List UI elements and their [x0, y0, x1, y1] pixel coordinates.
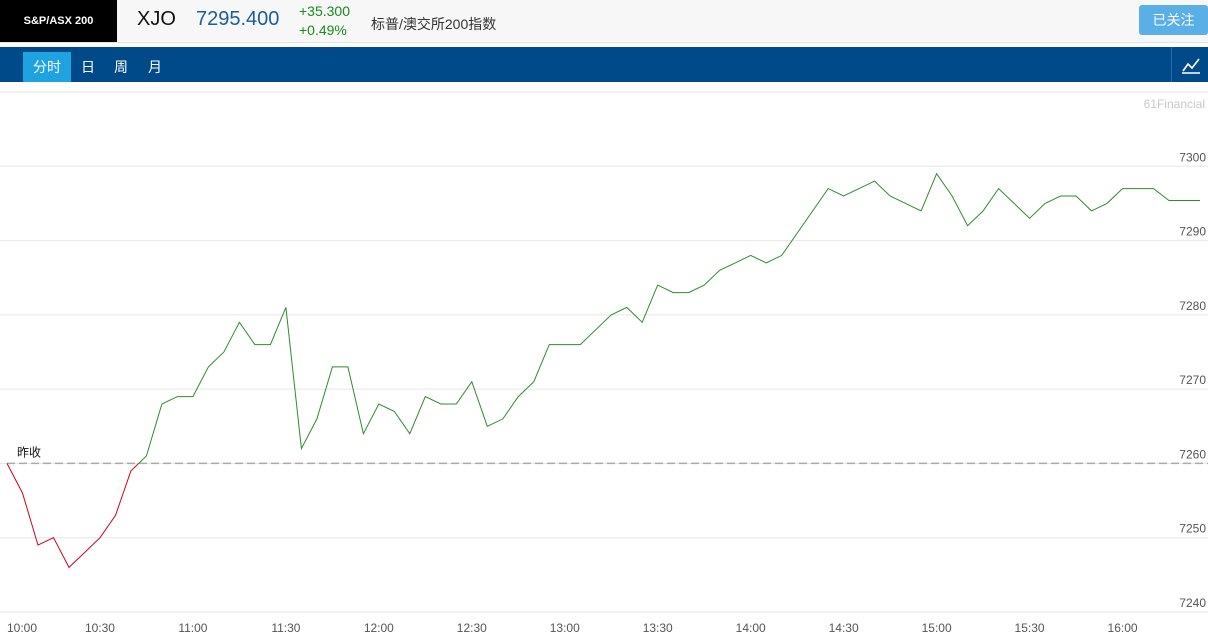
price-line — [6, 172, 1200, 569]
y-tick-label: 7280 — [1179, 299, 1206, 313]
y-tick-label: 7240 — [1179, 596, 1206, 610]
watermark: 61Financial — [1144, 97, 1205, 111]
chart-type-button[interactable] — [1171, 47, 1208, 82]
change-percent: +0.49% — [299, 22, 347, 38]
index-badge: S&P/ASX 200 — [0, 0, 117, 42]
x-tick-label: 15:00 — [922, 621, 952, 635]
x-tick-label: 11:30 — [271, 621, 300, 635]
x-tick-label: 10:00 — [7, 621, 37, 635]
chart: 61Financial 7240 7250 7260 7270 7280 7290 7300… — [0, 91, 1208, 635]
index-name: 标普/澳交所200指数 — [371, 16, 497, 32]
y-tick-label: 7250 — [1179, 522, 1206, 536]
x-tick-label: 10:30 — [85, 621, 115, 635]
price: 7295.400 — [196, 8, 280, 30]
x-tick-label: 12:30 — [457, 621, 487, 635]
tab[interactable]: 周 — [114, 59, 128, 75]
y-tick-label: 7260 — [1179, 447, 1206, 461]
x-tick-label: 16:00 — [1108, 621, 1138, 635]
symbol: XJO — [137, 8, 176, 30]
x-tick-label: 12:00 — [364, 621, 394, 635]
tab[interactable]: 日 — [81, 59, 95, 75]
header: S&P/ASX 200 XJO 7295.400 +35.300 +0.49% … — [0, 0, 1208, 43]
tab-bar: 分时 日 周 月 — [0, 47, 1208, 82]
follow-button[interactable]: 已关注 — [1139, 5, 1208, 35]
tab[interactable]: 月 — [148, 59, 162, 75]
change: +35.300 — [299, 3, 350, 19]
y-tick-label: 7270 — [1179, 373, 1206, 387]
y-tick-label: 7290 — [1179, 225, 1206, 239]
x-tick-label: 14:00 — [736, 621, 766, 635]
x-tick-label: 14:30 — [829, 621, 859, 635]
tab[interactable]: 分时 — [23, 52, 71, 82]
chart-icon — [1182, 58, 1200, 74]
x-tick-label: 13:30 — [643, 621, 673, 635]
x-tick-label: 15:30 — [1015, 621, 1045, 635]
x-tick-label: 13:00 — [550, 621, 580, 635]
x-tick-label: 11:00 — [178, 621, 207, 635]
reference-label: 昨收 — [17, 445, 41, 459]
y-tick-label: 7300 — [1179, 150, 1206, 164]
